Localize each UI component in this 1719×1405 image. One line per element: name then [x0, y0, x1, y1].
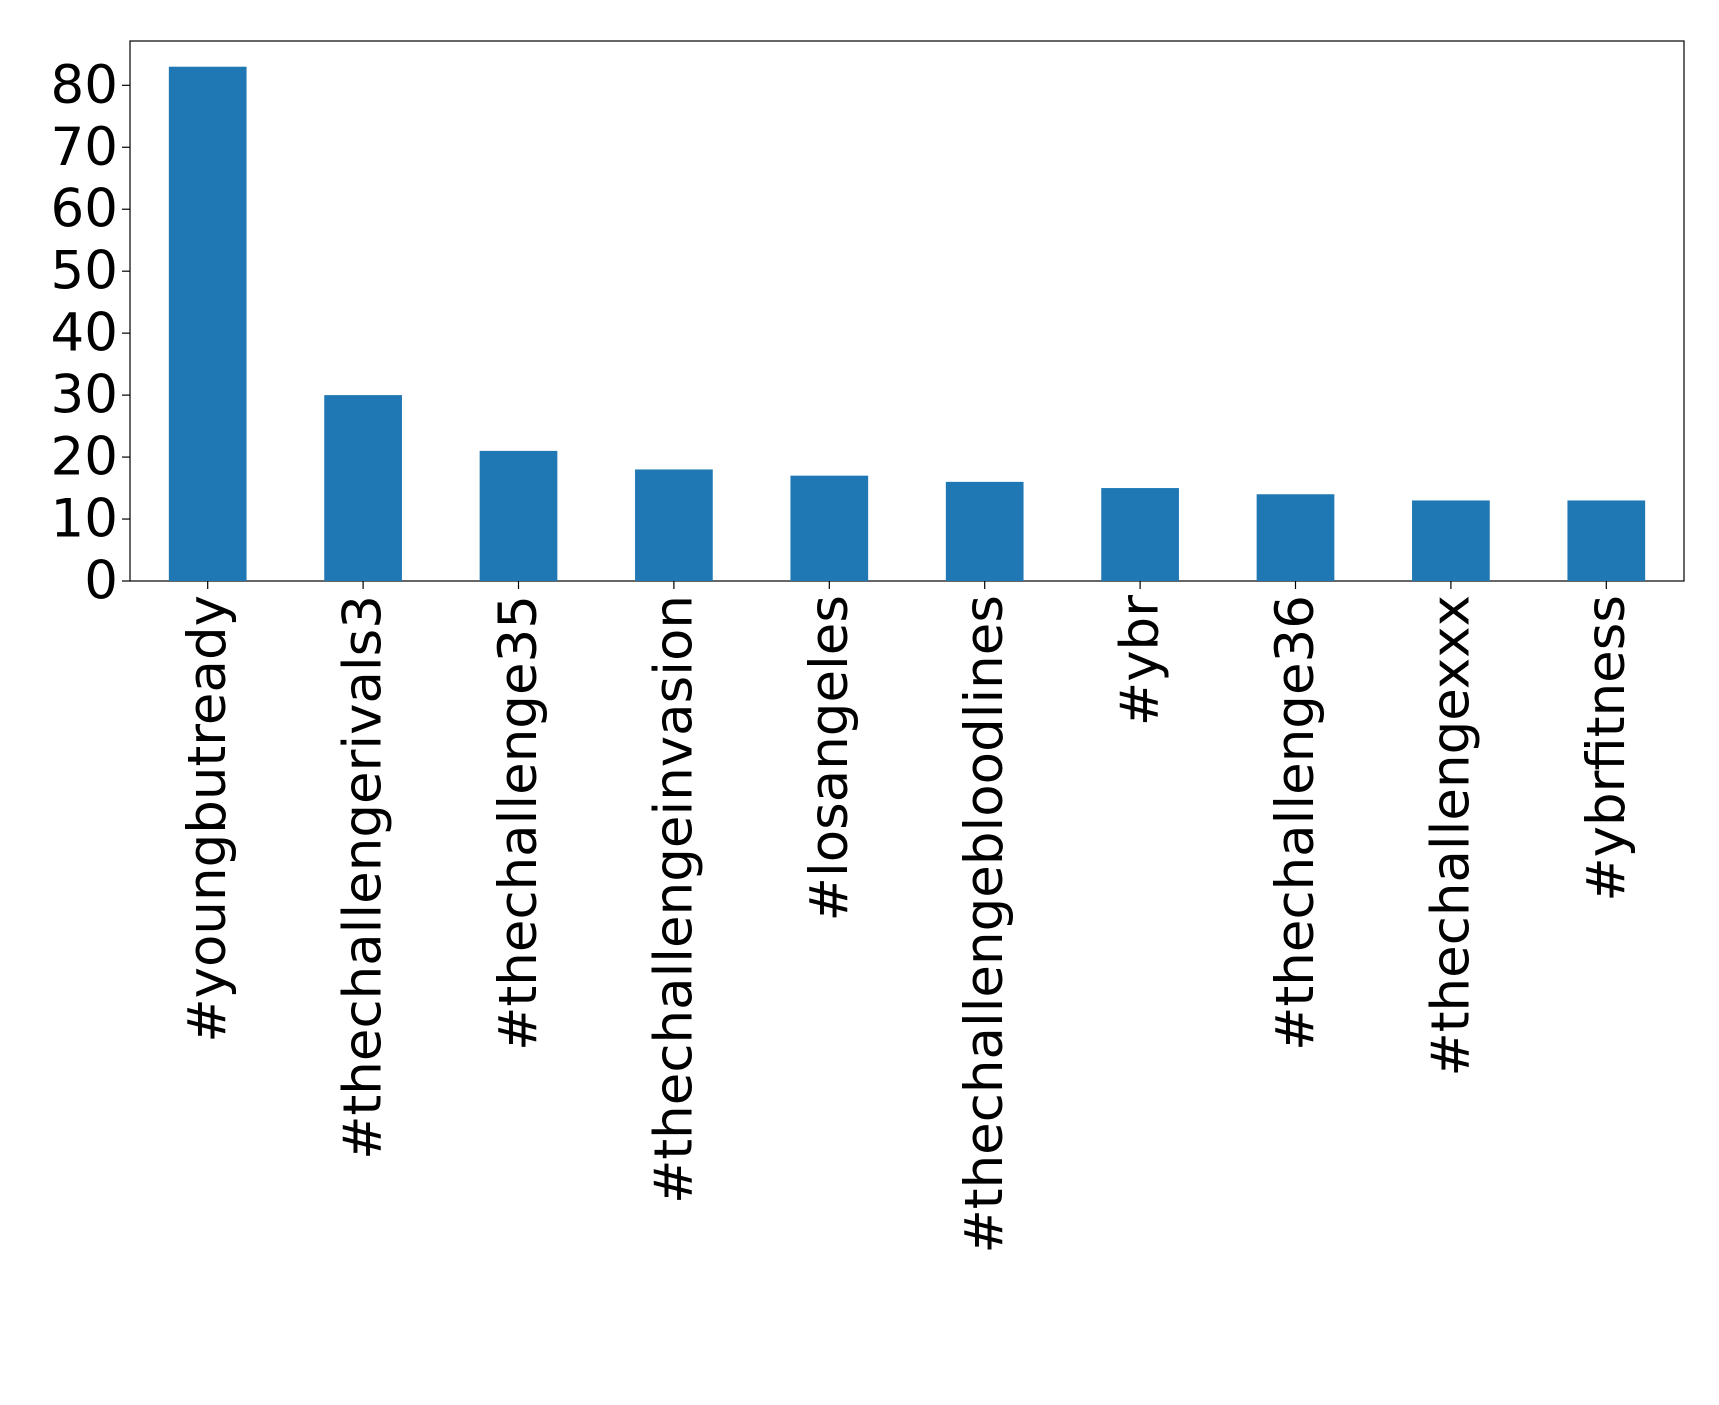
- bar: [1567, 500, 1646, 581]
- y-tick-label: 0: [84, 551, 118, 612]
- x-tick-label: #ybr: [1110, 595, 1171, 726]
- y-tick-label: 10: [51, 489, 118, 550]
- bar: [635, 469, 713, 581]
- x-tick-label: #thechallenge35: [488, 595, 549, 1051]
- x-tick-label: #thechallengerivals3: [333, 595, 394, 1160]
- x-tick-label: #youngbutready: [177, 595, 238, 1043]
- x-tick-label: #thechallengeinvasion: [643, 595, 704, 1204]
- plot-frame: [129, 40, 1685, 582]
- x-tick-label: #losangeles: [799, 595, 860, 921]
- y-tick-label: 70: [51, 117, 118, 178]
- x-tick-label: #ybrfitness: [1576, 595, 1637, 902]
- y-tick-label: 30: [51, 365, 118, 426]
- x-tick-label: #thechallenge36: [1265, 595, 1326, 1051]
- bar: [790, 475, 869, 581]
- bar: [168, 66, 247, 581]
- bar: [1101, 488, 1179, 581]
- y-tick-label: 60: [51, 179, 118, 240]
- bar: [945, 481, 1024, 581]
- bar: [479, 450, 558, 581]
- x-tick-label: #thechallengebloodlines: [954, 595, 1015, 1254]
- x-tick-label: #thechallengexxx: [1420, 595, 1481, 1077]
- y-tick-label: 40: [51, 303, 118, 364]
- bar: [1412, 500, 1490, 581]
- bar: [324, 395, 402, 581]
- y-tick-label: 20: [51, 427, 118, 488]
- y-tick-label: 50: [51, 241, 118, 302]
- bar: [1256, 494, 1335, 581]
- y-tick-label: 80: [51, 55, 118, 116]
